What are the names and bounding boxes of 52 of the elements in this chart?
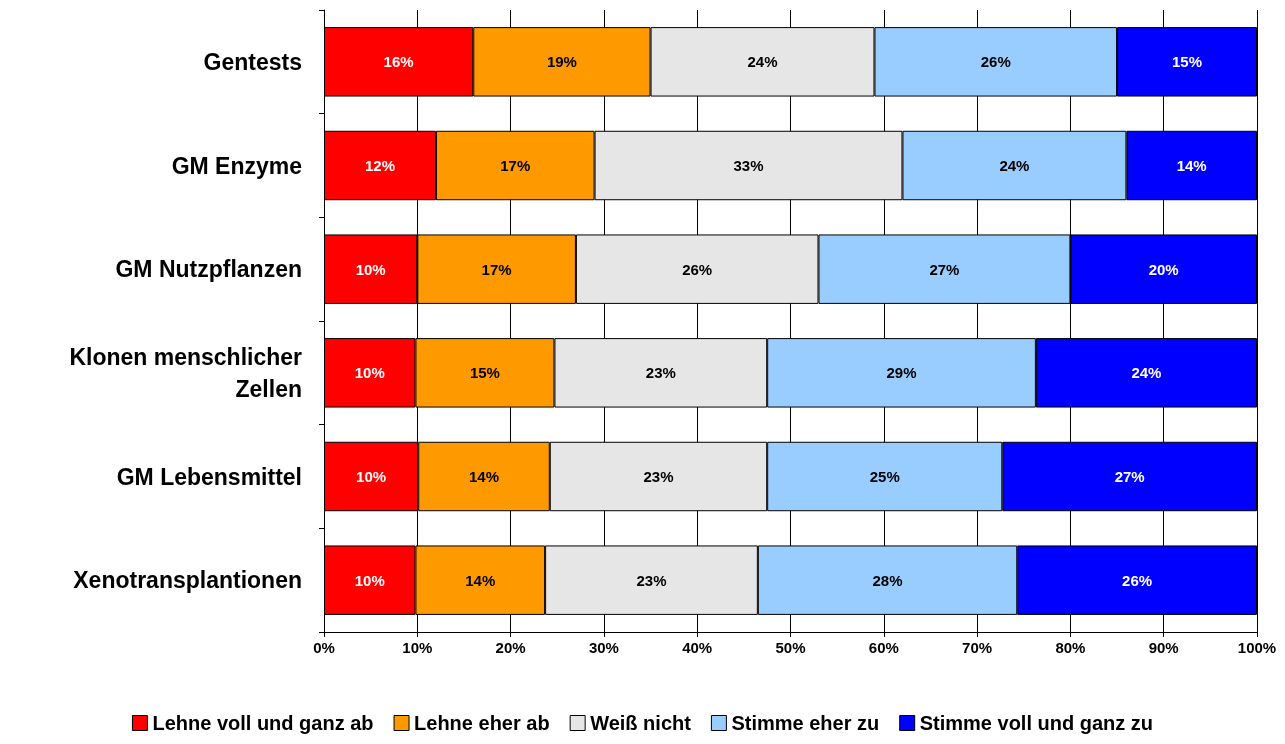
data-label: 14% xyxy=(1176,157,1207,174)
y-tick-label: GM Lebensmittel xyxy=(116,463,302,490)
data-label: 17% xyxy=(500,157,531,174)
data-label: 15% xyxy=(1172,53,1203,71)
data-label: 25% xyxy=(869,468,900,485)
data-label: 33% xyxy=(733,157,764,174)
data-label: 26% xyxy=(980,53,1011,71)
y-tick-label: GM Nutzpflanzen xyxy=(115,256,302,283)
legend-label: Lehne eher ab xyxy=(414,712,550,734)
data-label: 17% xyxy=(481,260,512,278)
data-label: 10% xyxy=(354,364,385,382)
data-label: 24% xyxy=(999,157,1030,174)
data-label: 27% xyxy=(1114,468,1145,485)
data-label: 12% xyxy=(364,157,395,174)
data-label: 10% xyxy=(356,468,387,485)
x-tick-label: 0% xyxy=(313,639,335,656)
data-label: 28% xyxy=(872,571,903,589)
data-label: 23% xyxy=(643,468,674,485)
x-tick-label: 100% xyxy=(1237,639,1277,656)
x-tick-label: 30% xyxy=(588,639,619,656)
legend-label: Weiß nicht xyxy=(590,712,692,734)
x-tick-label: 50% xyxy=(775,639,806,656)
data-label: 26% xyxy=(1122,571,1153,589)
y-tick-label: GM Enzyme xyxy=(171,152,302,179)
data-label: 10% xyxy=(355,260,386,278)
data-label: 29% xyxy=(886,364,917,382)
data-label: 24% xyxy=(747,53,778,71)
x-tick-label: 20% xyxy=(495,639,526,656)
y-tick-label: Klonen menschlicher Zellen xyxy=(69,343,303,402)
data-label: 27% xyxy=(929,260,960,278)
data-label: 14% xyxy=(465,571,496,589)
data-label: 20% xyxy=(1148,260,1179,278)
x-tick-label: 80% xyxy=(1055,639,1086,656)
x-tick-label: 10% xyxy=(402,639,433,656)
legend-label: Stimme voll und ganz zu xyxy=(919,712,1154,734)
legend-label: Stimme eher zu xyxy=(731,712,880,734)
data-label: 15% xyxy=(469,364,500,382)
data-label: 23% xyxy=(645,364,676,382)
legend-label: Lehne voll und ganz ab xyxy=(152,712,374,734)
y-tick-label: Gentests xyxy=(203,48,302,75)
data-label: 14% xyxy=(468,468,500,485)
x-tick-label: 60% xyxy=(868,639,899,656)
data-label: 26% xyxy=(682,260,713,278)
y-tick-label: Xenotransplantionen xyxy=(73,567,302,594)
x-tick-label: 40% xyxy=(682,639,713,656)
data-label: 23% xyxy=(636,571,667,589)
x-tick-label: 90% xyxy=(1148,639,1179,656)
data-label: 24% xyxy=(1131,364,1162,382)
x-tick-label: 70% xyxy=(962,639,993,656)
data-label: 10% xyxy=(354,571,385,589)
data-label: 16% xyxy=(383,53,414,71)
data-label: 19% xyxy=(546,53,577,71)
